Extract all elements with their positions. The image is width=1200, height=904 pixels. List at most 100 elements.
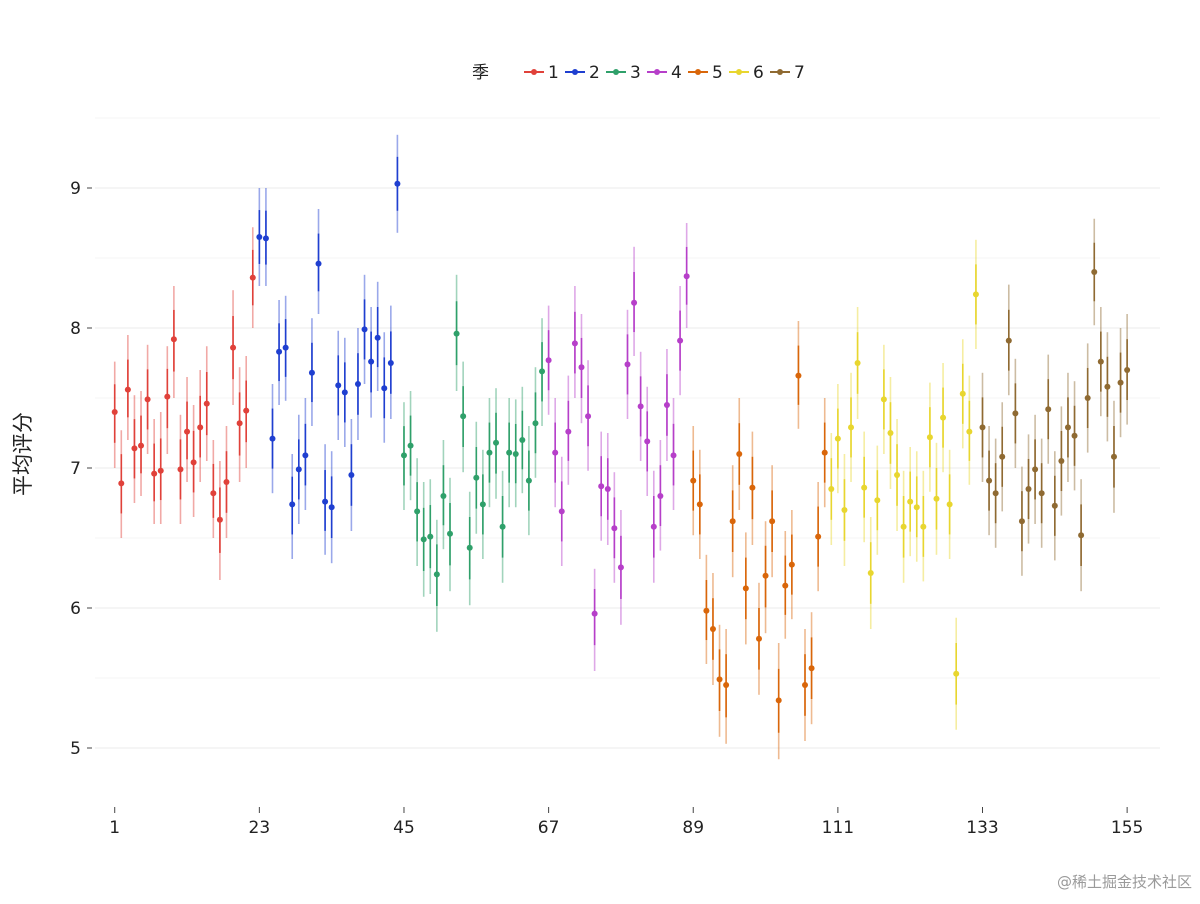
data-point <box>913 504 920 511</box>
data-point <box>223 479 230 485</box>
data-point <box>709 626 716 632</box>
data-point <box>295 466 302 473</box>
x-tick-label: 1 <box>109 818 120 838</box>
data-point <box>834 435 841 442</box>
data-point <box>1038 490 1045 497</box>
legend-key-point <box>613 69 619 75</box>
data-point <box>992 490 999 497</box>
data-point <box>808 665 815 672</box>
data-point <box>959 390 966 397</box>
data-point <box>420 536 427 543</box>
data-point <box>571 340 578 347</box>
data-point <box>637 403 644 410</box>
legend-label: 1 <box>548 63 559 83</box>
data-point <box>716 676 723 683</box>
data-point <box>723 682 730 688</box>
data-point <box>308 369 315 376</box>
legend-label: 3 <box>630 63 641 83</box>
x-tick-label: 111 <box>822 818 854 838</box>
legend-item-6: 6 <box>729 63 764 83</box>
data-point <box>900 523 907 530</box>
data-point <box>946 501 953 508</box>
data-point <box>486 449 493 456</box>
data-point <box>999 453 1006 460</box>
data-point <box>894 472 901 478</box>
data-point <box>1117 379 1124 386</box>
data-point <box>552 449 559 456</box>
data-point <box>315 260 322 267</box>
data-point <box>341 389 348 396</box>
data-point <box>387 360 394 366</box>
series-7 <box>979 218 1131 592</box>
data-point <box>164 393 171 400</box>
data-point <box>539 368 546 375</box>
data-point <box>151 470 158 477</box>
data-point <box>926 434 933 441</box>
data-point <box>1005 337 1012 344</box>
data-point <box>269 435 276 442</box>
data-point <box>1032 466 1039 473</box>
data-point <box>854 360 861 366</box>
legend-label: 4 <box>671 63 682 83</box>
legend-label: 5 <box>712 63 723 83</box>
y-tick-label: 8 <box>70 319 81 339</box>
data-point <box>460 413 467 420</box>
data-point <box>749 484 756 491</box>
data-point <box>138 442 145 449</box>
data-point <box>532 420 539 427</box>
data-point <box>545 357 552 364</box>
y-tick-label: 9 <box>70 179 81 199</box>
data-point <box>821 449 828 456</box>
legend-item-4: 4 <box>647 63 682 83</box>
data-point <box>335 382 342 389</box>
x-tick-label: 133 <box>966 818 998 838</box>
data-point <box>381 385 388 392</box>
data-point <box>670 452 677 459</box>
series-group <box>111 134 1131 760</box>
data-point <box>302 452 309 459</box>
data-point <box>1064 424 1071 431</box>
data-point <box>394 180 401 187</box>
data-point <box>506 449 513 456</box>
y-axis-label: 平均评分 <box>11 412 35 496</box>
grid-lines <box>95 117 1160 749</box>
data-point <box>565 428 572 435</box>
data-point <box>762 572 769 579</box>
data-point <box>249 274 256 281</box>
legend-item-7: 7 <box>770 63 805 83</box>
data-point <box>243 407 250 414</box>
data-point <box>677 337 684 344</box>
data-point <box>815 533 822 540</box>
data-point <box>972 291 979 298</box>
data-point <box>447 530 453 537</box>
data-point <box>1124 367 1131 373</box>
data-point <box>986 477 993 484</box>
data-point <box>118 480 125 487</box>
data-point <box>657 493 664 499</box>
data-point <box>1025 486 1032 492</box>
data-point <box>493 439 500 446</box>
data-point <box>729 518 736 525</box>
x-tick-label: 89 <box>682 818 704 838</box>
data-point <box>184 428 191 435</box>
legend: 季 1 2 3 4 5 6 7 <box>472 63 805 83</box>
x-tick-label: 45 <box>393 818 415 838</box>
x-tick-label: 155 <box>1111 818 1143 838</box>
data-point <box>479 501 486 508</box>
data-point <box>144 396 151 403</box>
data-point <box>848 424 855 431</box>
data-point <box>920 523 927 530</box>
data-point <box>256 234 263 240</box>
data-point <box>368 358 375 365</box>
data-point <box>131 445 138 452</box>
data-point <box>466 544 473 551</box>
data-point <box>769 518 776 525</box>
data-point <box>775 697 782 704</box>
data-point <box>282 344 289 351</box>
data-point <box>1071 432 1078 439</box>
data-point <box>585 413 592 420</box>
legend-label: 2 <box>589 63 600 83</box>
data-point <box>1045 406 1052 413</box>
data-point <box>473 474 480 481</box>
data-point <box>177 466 184 473</box>
